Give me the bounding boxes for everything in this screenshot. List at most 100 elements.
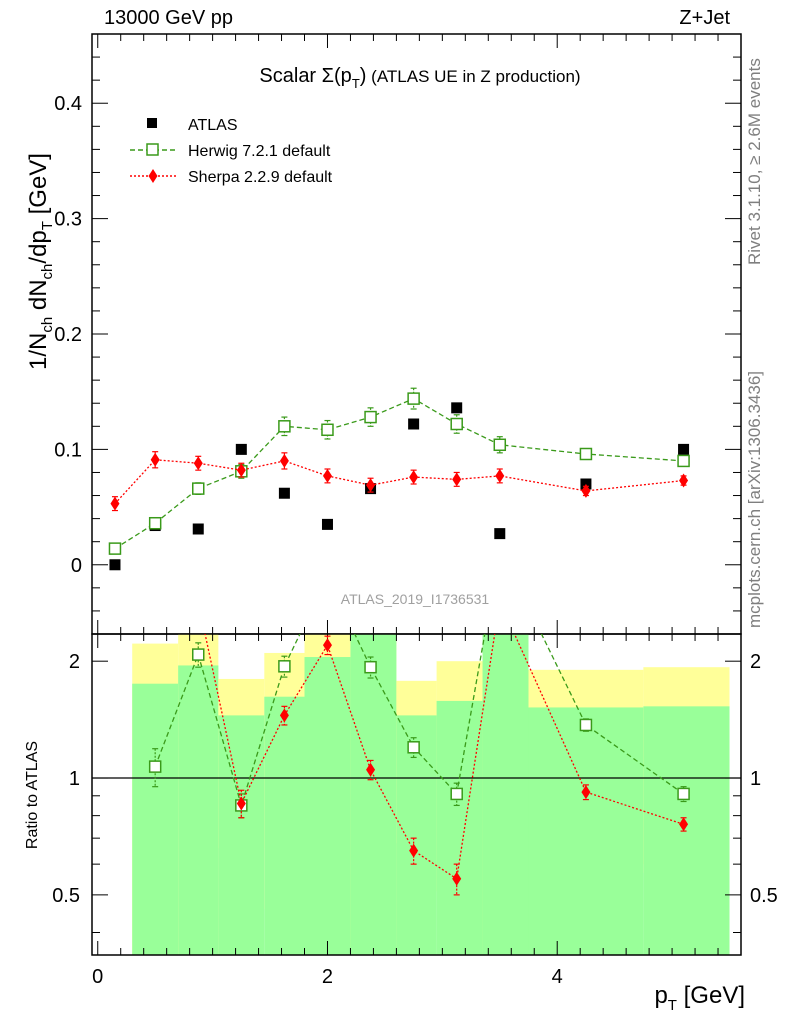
legend: ATLAS Herwig 7.2.1 default Sherpa 2.2.9 … [130, 117, 333, 186]
data-point-herwig [278, 420, 291, 433]
data-point-herwig [192, 648, 205, 661]
data-point-herwig [364, 660, 377, 674]
data-point-atlas [494, 528, 506, 540]
title-prefix: Scalar [259, 65, 321, 87]
data-point-atlas [678, 443, 690, 455]
data-point-sherpa [495, 468, 505, 483]
data-point-herwig [321, 423, 334, 437]
data-point-sherpa [279, 453, 289, 468]
data-point-sherpa [322, 638, 332, 653]
data-point-atlas [451, 402, 463, 414]
ratio-y-tick-label-right: 1 [750, 768, 761, 790]
data-point-sherpa [322, 468, 332, 483]
data-point-sherpa [366, 762, 376, 777]
legend-sherpa-label: Sherpa 2.2.9 default [188, 169, 333, 186]
data-point-sherpa [366, 478, 376, 493]
series-line-sherpa [204, 634, 684, 880]
data-point-herwig [108, 542, 122, 555]
ratio-band-inner [264, 696, 305, 955]
data-point-sherpa [452, 871, 462, 886]
data-point-atlas [192, 523, 204, 535]
data-point-sherpa [236, 796, 246, 811]
ratio-band-inner [350, 634, 397, 955]
ratio-y-tick-label-right: 2 [750, 651, 761, 673]
title-symbol: Σ(p [322, 65, 352, 87]
data-point-herwig [677, 787, 690, 801]
legend-sherpa-marker [148, 169, 158, 183]
main-plot: 0 0.1 0.2 0.3 0.4 [54, 33, 742, 635]
header-right-label: Z+Jet [679, 7, 730, 29]
ratio-band-inner [132, 683, 179, 955]
x-tick-label: 4 [552, 966, 563, 988]
data-point-atlas [321, 518, 333, 530]
data-point-herwig [278, 660, 291, 673]
main-y-tick-label: 0.1 [54, 439, 82, 461]
series-sherpa [110, 451, 689, 512]
ratio-band-inner [304, 657, 351, 955]
data-point-sherpa [679, 817, 689, 832]
main-y-axis-title: 1/Nch dNch/dpT [GeV] [25, 153, 56, 370]
series-line-herwig [114, 397, 684, 550]
ratio-band-inner [436, 700, 483, 955]
mcplots-side-label: mcplots.cern.ch [arXiv:1306.3436] [745, 371, 764, 628]
data-point-sherpa [193, 456, 203, 471]
data-point-sherpa [581, 483, 591, 498]
data-point-herwig [148, 760, 162, 773]
main-y-tick-label: 0 [71, 555, 82, 577]
legend-herwig-marker [146, 143, 159, 156]
ratio-plot: 0 2 4 0.5 0.5 1 1 2 2 [52, 34, 778, 988]
data-point-sherpa [110, 496, 120, 511]
series-line-sherpa [114, 459, 684, 505]
data-point-herwig [450, 787, 463, 801]
x-tick-label: 0 [92, 966, 103, 988]
x-tick-label: 2 [322, 966, 333, 988]
data-point-herwig [450, 417, 463, 431]
main-y-tick-label: 0.4 [54, 93, 82, 115]
series-herwig [148, 634, 690, 819]
data-point-atlas [109, 559, 121, 571]
ratio-y-tick-label-left: 2 [69, 651, 80, 673]
data-point-herwig [407, 741, 420, 754]
data-point-sherpa [236, 463, 246, 478]
title-suffix: (ATLAS UE in Z production) [366, 67, 580, 86]
data-point-atlas [235, 443, 247, 455]
main-y-tick-label: 0.3 [54, 209, 82, 231]
data-point-sherpa [150, 452, 160, 467]
series-line-herwig [154, 634, 684, 808]
data-point-herwig [148, 516, 162, 530]
legend-atlas-label: ATLAS [188, 117, 238, 134]
ratio-y-tick-label-right: 0.5 [750, 885, 778, 907]
data-point-sherpa [581, 785, 591, 800]
data-point-herwig [192, 482, 205, 495]
ratio-y-tick-label-left: 1 [69, 768, 80, 790]
ratio-band-inner [482, 634, 529, 955]
ratio-plot-frame [91, 633, 742, 956]
data-point-sherpa [679, 473, 689, 488]
ratio-band-inner [528, 707, 644, 955]
ratio-bands [132, 634, 730, 955]
data-point-herwig [579, 718, 593, 732]
analysis-id-label: ATLAS_2019_I1736531 [341, 591, 490, 607]
data-point-herwig [579, 447, 593, 461]
data-point-sherpa [452, 472, 462, 487]
series-herwig [108, 387, 690, 555]
main-y-tick-label: 0.2 [54, 324, 82, 346]
data-point-sherpa [409, 470, 419, 485]
data-point-sherpa [409, 843, 419, 858]
ratio-y-axis-title: Ratio to ATLAS [24, 741, 41, 849]
data-point-herwig [493, 438, 507, 452]
data-point-herwig [407, 392, 420, 405]
data-point-herwig [364, 410, 377, 424]
title-sub: T [352, 76, 360, 91]
data-point-atlas [408, 418, 420, 430]
series-sherpa [204, 634, 689, 896]
legend-atlas-marker [147, 118, 157, 128]
ratio-y-tick-label-left: 0.5 [52, 885, 80, 907]
legend-herwig-label: Herwig 7.2.1 default [188, 143, 331, 160]
header-left-label: 13000 GeV pp [104, 7, 233, 29]
ratio-band-inner [396, 715, 437, 955]
data-point-herwig [677, 454, 690, 468]
data-point-sherpa [279, 708, 289, 723]
title-close: ) [360, 65, 367, 87]
